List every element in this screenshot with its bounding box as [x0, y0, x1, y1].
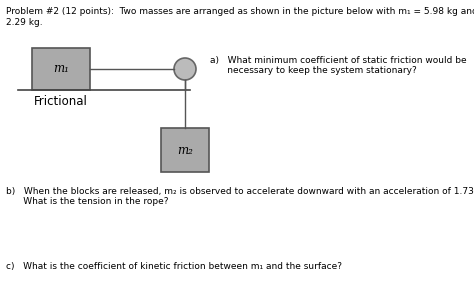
Text: What is the tension in the rope?: What is the tension in the rope? [6, 197, 168, 206]
Text: Frictional: Frictional [34, 95, 88, 108]
Text: Problem #2 (12 points):  Two masses are arranged as shown in the picture below w: Problem #2 (12 points): Two masses are a… [6, 7, 474, 16]
Text: 2.29 kg.: 2.29 kg. [6, 18, 43, 27]
Text: a)   What minimum coefficient of static friction would be: a) What minimum coefficient of static fr… [210, 56, 466, 65]
Text: b)   When the blocks are released, m₂ is observed to accelerate downward with an: b) When the blocks are released, m₂ is o… [6, 187, 474, 196]
Text: m₁: m₁ [53, 63, 69, 76]
Bar [161, 128, 209, 172]
Circle shape [174, 58, 196, 80]
Bar [32, 48, 90, 90]
Text: c)   What is the coefficient of kinetic friction between m₁ and the surface?: c) What is the coefficient of kinetic fr… [6, 262, 342, 271]
Text: necessary to keep the system stationary?: necessary to keep the system stationary? [210, 66, 417, 75]
Text: m₂: m₂ [177, 143, 193, 157]
